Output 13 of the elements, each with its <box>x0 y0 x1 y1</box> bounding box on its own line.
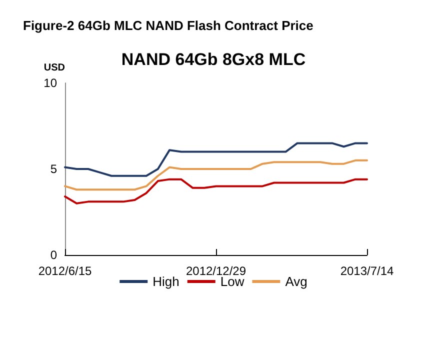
line-series <box>64 142 368 177</box>
y-tick-label: 0 <box>50 248 58 262</box>
legend-label: Avg <box>285 274 308 289</box>
x-tick-label: 2013/7/14 <box>340 264 394 278</box>
y-tick-label: 5 <box>50 162 58 176</box>
chart-title: Figure-2 64Gb MLC NAND Flash Contract Price <box>23 18 314 33</box>
y-tick-label: 10 <box>44 76 58 90</box>
y-axis-title: USD <box>44 62 65 74</box>
chart-subtitle: NAND 64Gb 8Gx8 MLC <box>121 50 306 69</box>
legend-label: High <box>152 274 180 289</box>
x-tick-label: 2012/6/15 <box>38 264 92 278</box>
line-series <box>64 178 368 204</box>
line-series <box>64 159 368 191</box>
